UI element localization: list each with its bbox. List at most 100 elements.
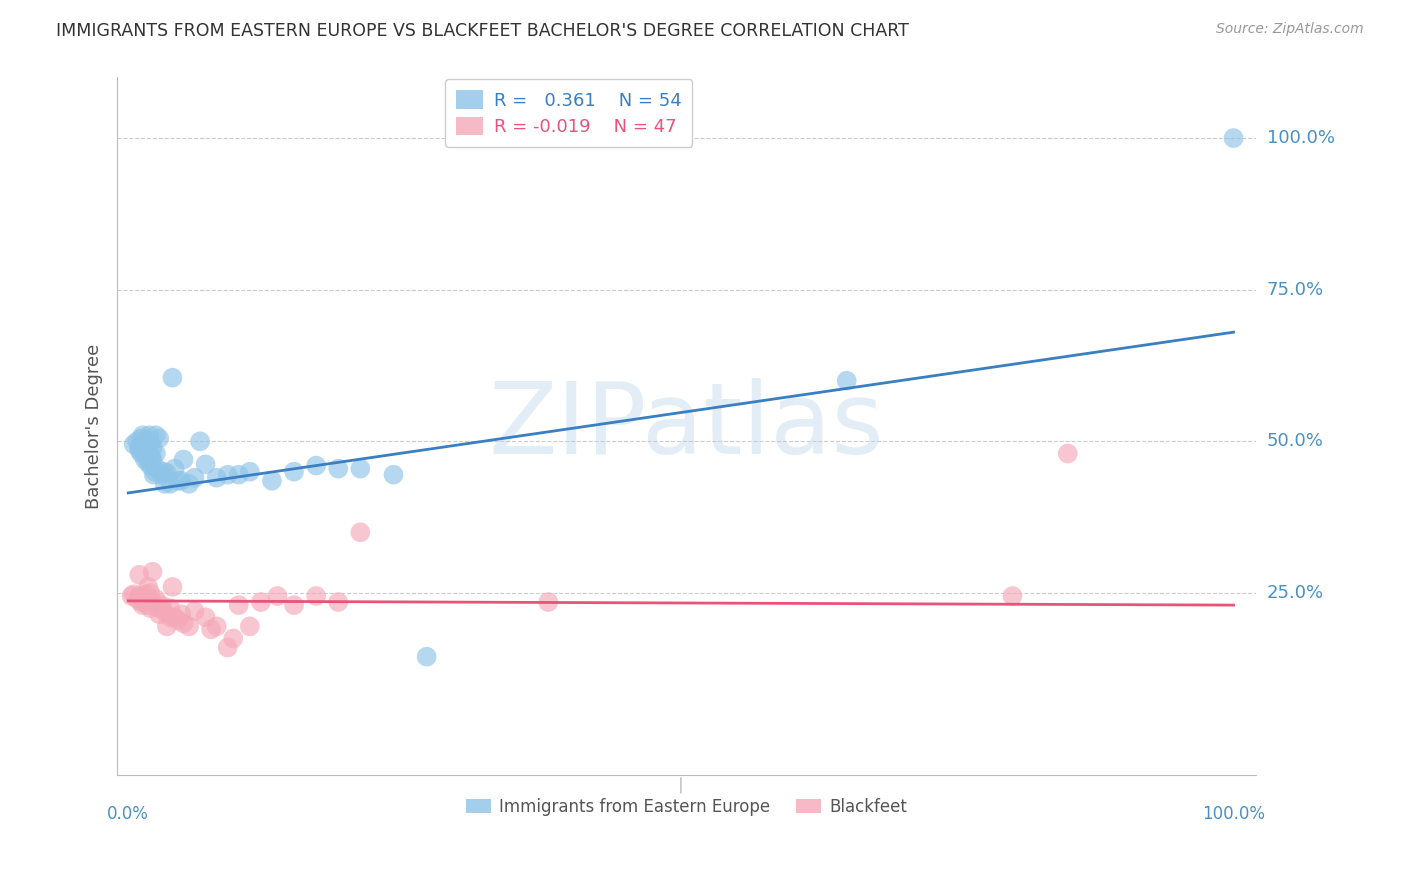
Point [200, 623, 222, 637]
Point [122, 587, 145, 601]
Point [128, 567, 150, 582]
Point [305, 589, 328, 603]
Point [260, 474, 283, 488]
Point [188, 434, 211, 449]
Point [128, 441, 150, 455]
Point [152, 465, 174, 479]
Point [148, 431, 170, 445]
Point [148, 607, 170, 622]
Point [141, 450, 163, 464]
Text: 50.0%: 50.0% [1267, 433, 1323, 450]
Point [205, 471, 228, 485]
Point [835, 374, 858, 388]
Point [152, 604, 174, 618]
Text: Source: ZipAtlas.com: Source: ZipAtlas.com [1216, 22, 1364, 37]
Point [150, 598, 173, 612]
Point [122, 437, 145, 451]
Point [128, 443, 150, 458]
Text: ZIPatlas: ZIPatlas [489, 377, 884, 475]
Point [1222, 131, 1244, 145]
Point [1056, 446, 1078, 460]
Point [135, 587, 157, 601]
Point [139, 601, 162, 615]
Point [139, 435, 162, 450]
Point [194, 458, 217, 472]
Point [163, 610, 186, 624]
Point [131, 431, 153, 445]
Point [148, 601, 170, 615]
Y-axis label: Bachelor's Degree: Bachelor's Degree [86, 343, 103, 508]
Point [142, 452, 165, 467]
Point [162, 580, 184, 594]
Point [136, 456, 159, 470]
Point [125, 434, 148, 449]
Point [415, 649, 437, 664]
Point [205, 619, 228, 633]
Text: 100.0%: 100.0% [1267, 129, 1334, 147]
Point [328, 595, 350, 609]
Point [134, 437, 156, 451]
Point [349, 525, 371, 540]
Point [135, 434, 157, 449]
Point [121, 589, 143, 603]
Point [382, 467, 405, 482]
Point [170, 607, 193, 622]
Point [217, 467, 239, 482]
Point [131, 595, 153, 609]
Point [163, 461, 186, 475]
Point [177, 619, 200, 633]
Point [194, 610, 217, 624]
Text: 25.0%: 25.0% [1267, 584, 1324, 602]
Point [173, 452, 195, 467]
Point [134, 595, 156, 609]
Legend: Immigrants from Eastern Europe, Blackfeet: Immigrants from Eastern Europe, Blackfee… [460, 791, 914, 822]
Point [156, 466, 179, 480]
Point [159, 601, 181, 615]
Text: 75.0%: 75.0% [1267, 281, 1324, 299]
Text: 100.0%: 100.0% [1202, 805, 1265, 823]
Point [142, 467, 165, 482]
Point [139, 458, 162, 473]
Point [266, 589, 288, 603]
Point [136, 450, 159, 464]
Point [159, 476, 181, 491]
Point [153, 476, 176, 491]
Point [136, 598, 159, 612]
Point [222, 632, 245, 646]
Point [146, 461, 169, 475]
Point [136, 442, 159, 456]
Point [145, 446, 167, 460]
Point [128, 589, 150, 603]
Point [283, 598, 305, 612]
Point [167, 613, 190, 627]
Point [142, 441, 165, 455]
Point [142, 595, 165, 609]
Point [138, 428, 160, 442]
Point [136, 580, 159, 594]
Point [143, 465, 166, 479]
Point [537, 595, 560, 609]
Point [156, 619, 179, 633]
Point [283, 465, 305, 479]
Point [177, 476, 200, 491]
Point [183, 604, 205, 618]
Point [173, 616, 195, 631]
Point [131, 428, 153, 442]
Point [228, 598, 250, 612]
Point [250, 595, 273, 609]
Point [1001, 589, 1024, 603]
Text: IMMIGRANTS FROM EASTERN EUROPE VS BLACKFEET BACHELOR'S DEGREE CORRELATION CHART: IMMIGRANTS FROM EASTERN EUROPE VS BLACKF… [56, 22, 910, 40]
Point [125, 592, 148, 607]
Point [183, 471, 205, 485]
Point [328, 461, 350, 475]
Point [159, 610, 181, 624]
Point [139, 586, 162, 600]
Point [170, 474, 193, 488]
Point [217, 640, 239, 655]
Point [162, 370, 184, 384]
Point [167, 474, 190, 488]
Text: 0.0%: 0.0% [107, 805, 149, 823]
Point [142, 565, 165, 579]
Point [145, 592, 167, 607]
Point [305, 458, 328, 473]
